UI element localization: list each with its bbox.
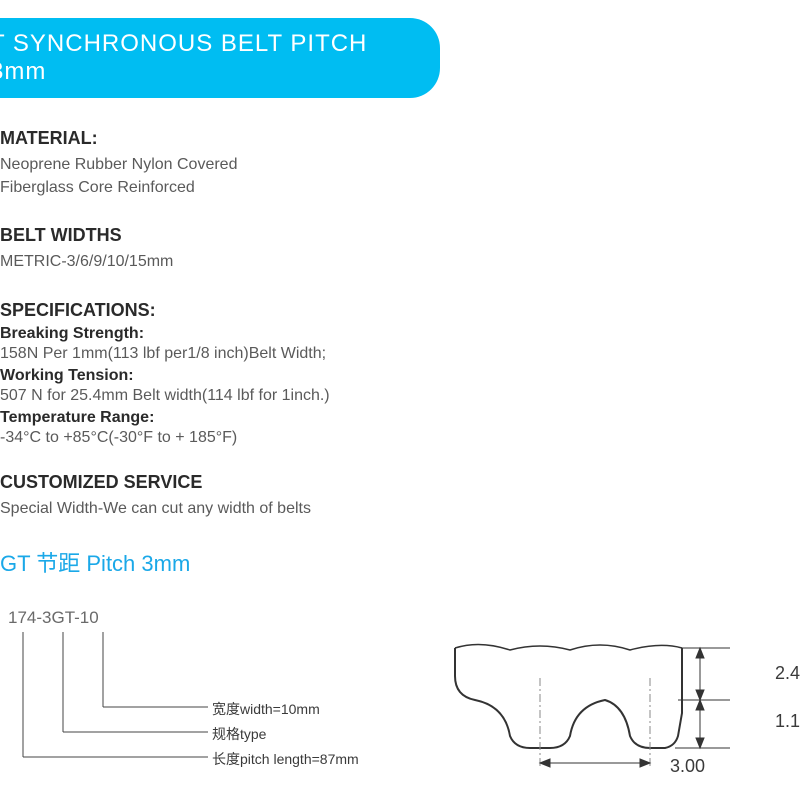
tension-label: Working Tension: xyxy=(0,367,800,385)
part-code: 174-3GT-10 xyxy=(8,608,99,628)
widths-section: BELT WIDTHS METRIC-3/6/9/10/15mm xyxy=(0,225,800,273)
temp-value: -34°C to +85°C(-30°F to + 185°F) xyxy=(0,427,800,449)
diagram-area: 174-3GT-10 宽度width=10mm 规格type 长度pitch l… xyxy=(0,608,800,808)
content-area: MATERIAL: Neoprene Rubber Nylon Covered … xyxy=(0,128,800,808)
subtitle: GT 节距 Pitch 3mm xyxy=(0,546,800,578)
temp-label: Temperature Range: xyxy=(0,409,800,427)
length-label: 长度pitch length=87mm xyxy=(212,749,359,769)
width-label: 宽度width=10mm xyxy=(212,699,320,719)
widths-value: METRIC-3/6/9/10/15mm xyxy=(0,250,800,273)
tooth-height-dim: 1.14 xyxy=(775,711,800,732)
breaking-value: 158N Per 1mm(113 lbf per1/8 inch)Belt Wi… xyxy=(0,343,800,365)
tension-value: 507 N for 25.4mm Belt width(114 lbf for … xyxy=(0,385,800,407)
material-line2: Fiberglass Core Reinforced xyxy=(0,176,800,199)
specs-heading: SPECIFICATIONS: xyxy=(0,300,800,321)
custom-section: CUSTOMIZED SERVICE Special Width-We can … xyxy=(0,472,800,520)
custom-value: Special Width-We can cut any width of be… xyxy=(0,497,800,520)
belt-profile-diagram xyxy=(450,618,770,788)
material-heading: MATERIAL: xyxy=(0,128,800,149)
material-line1: Neoprene Rubber Nylon Covered xyxy=(0,153,800,176)
type-label: 规格type xyxy=(212,724,266,744)
part-bracket-diagram xyxy=(8,632,228,772)
custom-heading: CUSTOMIZED SERVICE xyxy=(0,472,800,493)
specs-section: SPECIFICATIONS: Breaking Strength: 158N … xyxy=(0,300,800,450)
page-title: T SYNCHRONOUS BELT PITCH 3mm xyxy=(0,30,367,85)
total-height-dim: 2.40 xyxy=(775,663,800,684)
widths-heading: BELT WIDTHS xyxy=(0,225,800,246)
page-title-pill: T SYNCHRONOUS BELT PITCH 3mm xyxy=(0,18,440,98)
pitch-dim: 3.00 xyxy=(670,756,705,777)
breaking-label: Breaking Strength: xyxy=(0,325,800,343)
material-section: MATERIAL: Neoprene Rubber Nylon Covered … xyxy=(0,128,800,199)
